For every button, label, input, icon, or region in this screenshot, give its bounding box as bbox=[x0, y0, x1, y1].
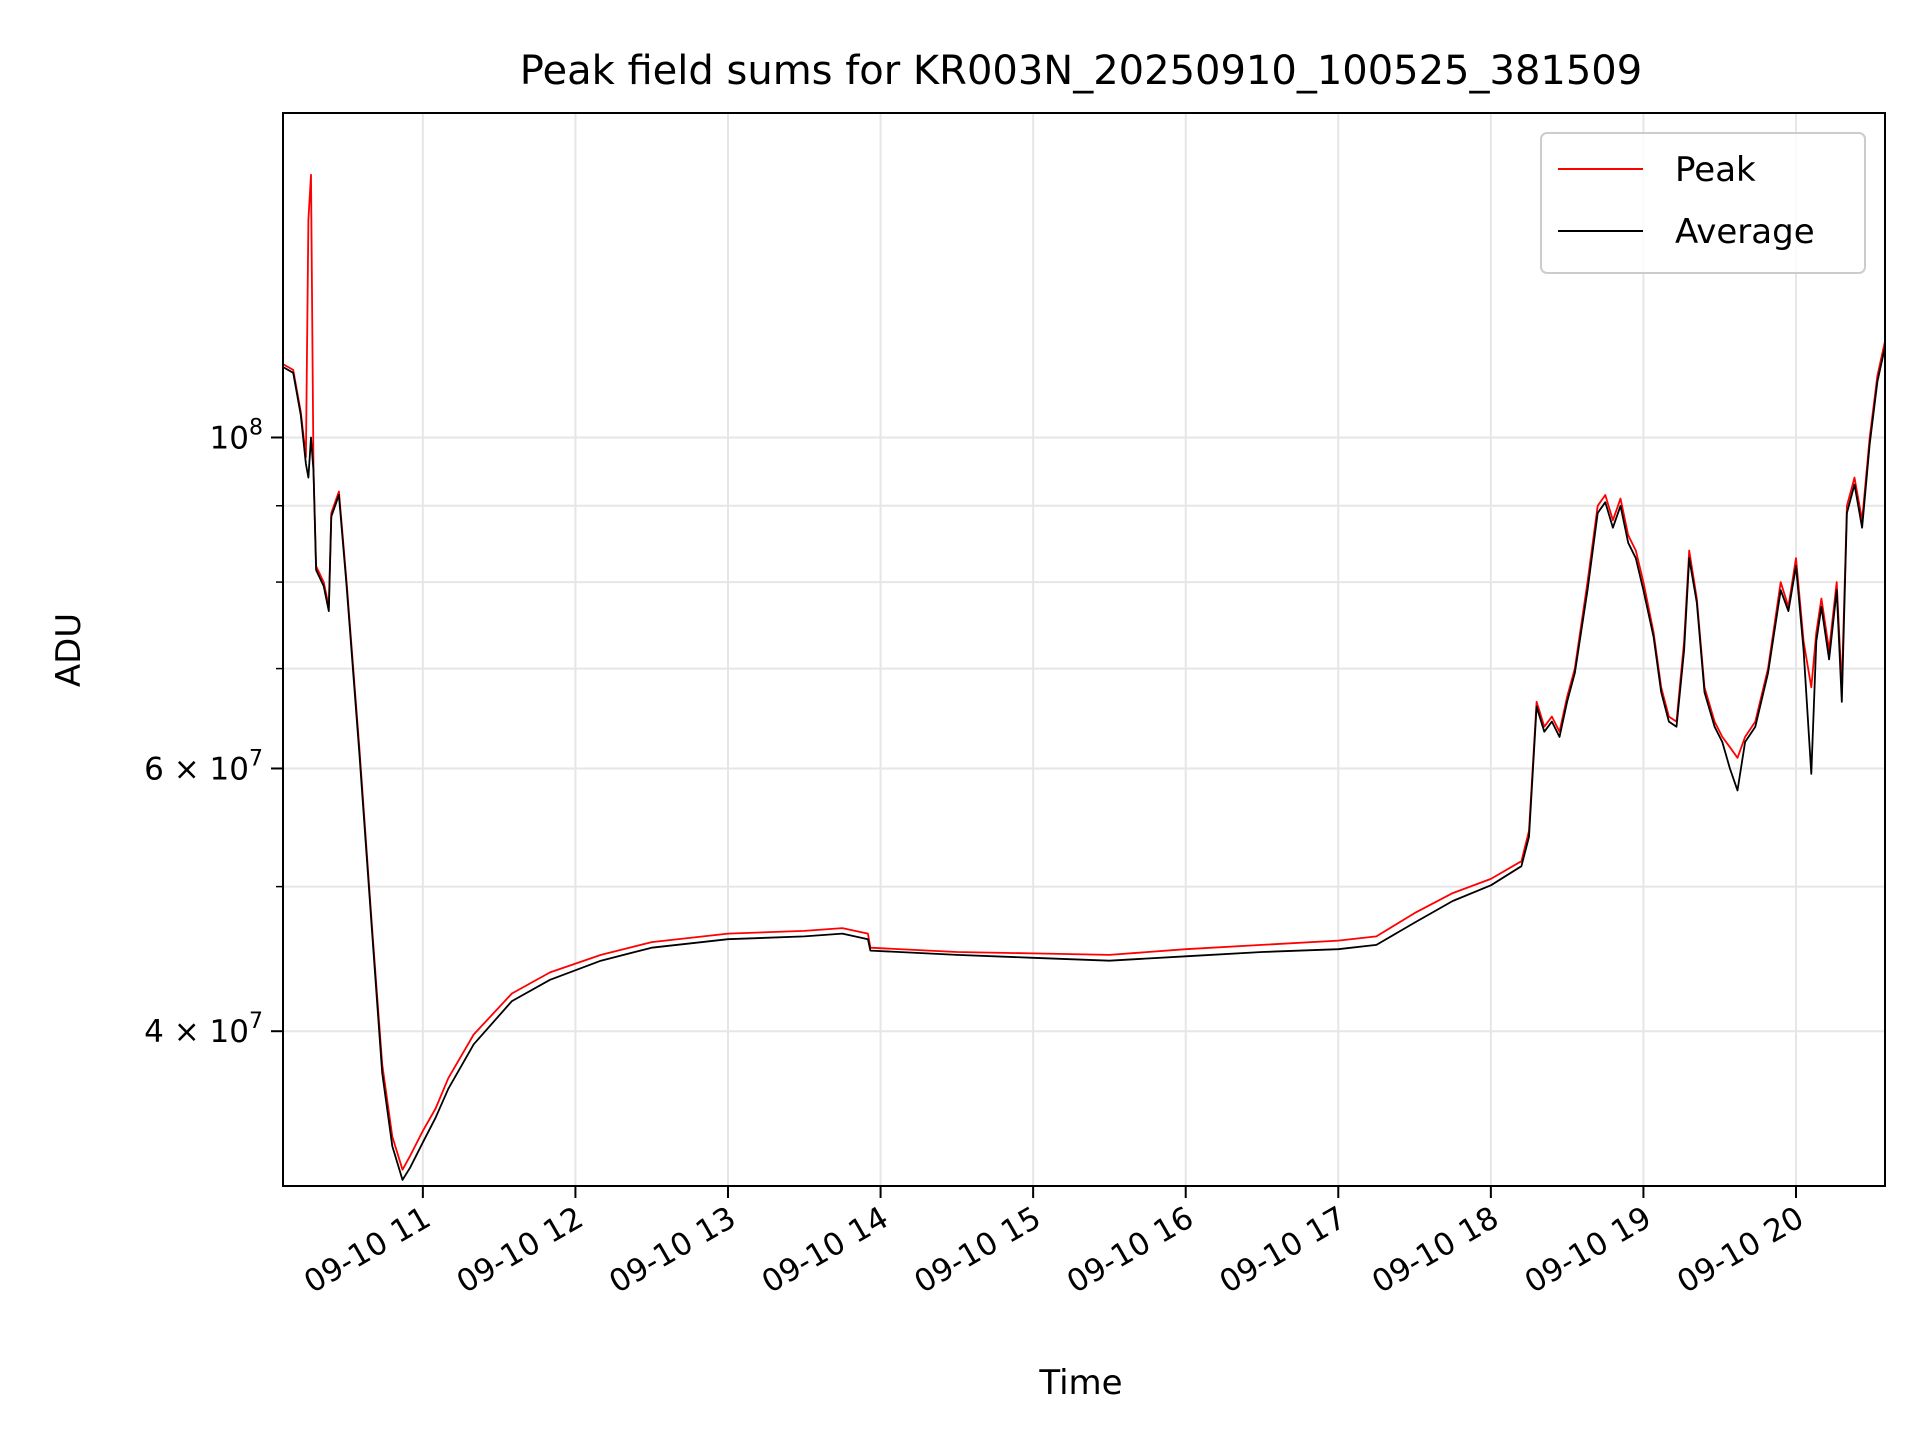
x-axis-label: Time bbox=[1038, 1363, 1122, 1403]
y-tick-label: 108 bbox=[210, 415, 263, 456]
y-tick-label: 4 × 107 bbox=[144, 1009, 263, 1050]
legend-label-peak: Peak bbox=[1675, 150, 1756, 190]
grid bbox=[283, 113, 1885, 1186]
chart-title: Peak field sums for KR003N_20250910_1005… bbox=[520, 48, 1642, 94]
legend: Peak Average bbox=[1540, 132, 1866, 274]
y-axis-label: ADU bbox=[49, 613, 89, 687]
legend-label-average: Average bbox=[1675, 212, 1815, 252]
plot-frame bbox=[282, 112, 1886, 1187]
series-layer bbox=[283, 173, 1885, 1181]
y-axis: 4 × 107 6 × 107 108 bbox=[144, 415, 283, 1050]
series-line-average bbox=[283, 346, 1885, 1181]
y-tick-label: 6 × 107 bbox=[144, 746, 263, 787]
